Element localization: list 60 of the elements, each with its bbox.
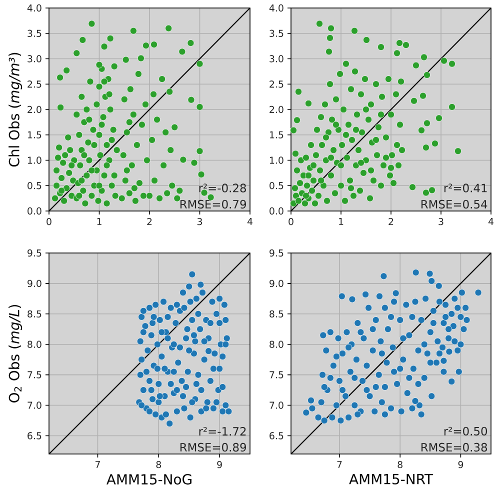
x-tick-label: 8	[398, 461, 402, 468]
x-tick-label: 4	[488, 218, 494, 225]
annotation: RMSE=0.38	[421, 442, 488, 452]
annotation: RMSE=0.79	[180, 200, 246, 209]
y-tick-label: 6.5	[270, 432, 284, 440]
y-tick-label: 3.0	[28, 55, 42, 62]
x-tick-label: 9	[217, 461, 222, 468]
y-tick-label: 3.0	[270, 55, 284, 62]
x-tick-label: 1	[339, 218, 344, 225]
y-tick-label: 0.5	[28, 182, 42, 190]
y-tick-label: 7.5	[270, 371, 284, 378]
y-tick-label: 1.5	[28, 131, 42, 138]
y-tick-label: 0.0	[28, 207, 42, 215]
y-tick-label: 9.0	[28, 280, 42, 288]
x-tick-label: 8	[156, 461, 161, 468]
y-axis-title: O$_{2}$ Obs (mg/L)	[8, 304, 22, 402]
y-tick-label: 1.0	[28, 156, 42, 164]
x-tick-label: 3	[438, 218, 444, 226]
x-tick-label: 3	[197, 218, 202, 226]
x-tick-label: 1	[97, 218, 102, 225]
y-tick-label: 7.0	[28, 402, 42, 409]
annotation: RMSE=0.54	[421, 200, 488, 209]
y-tick-label: 6.5	[28, 432, 42, 440]
y-tick-label: 0.0	[270, 207, 284, 215]
x-tick-label: 2	[388, 218, 394, 226]
annotation: r²=0.50	[444, 426, 488, 436]
y-tick-label: 9.5	[28, 249, 42, 257]
y-tick-label: 8.5	[270, 310, 284, 318]
x-tick-label: 4	[247, 218, 252, 225]
y-tick-label: 1.5	[270, 131, 284, 138]
y-tick-label: 8.0	[270, 340, 284, 348]
y-tick-label: 2.5	[28, 80, 42, 88]
y-tick-label: 4.0	[269, 4, 284, 12]
y-tick-label: 2.5	[270, 80, 284, 88]
y-tick-label: 4.0	[27, 4, 42, 12]
y-tick-label: 9.0	[270, 280, 284, 288]
x-tick-label: 7	[337, 461, 342, 468]
y-tick-label: 1.0	[270, 156, 284, 164]
y-tick-label: 3.5	[270, 30, 284, 37]
y-tick-label: 3.5	[28, 30, 42, 37]
y-tick-label: 8.0	[28, 340, 42, 348]
annotation: RMSE=0.89	[180, 442, 246, 452]
x-axis-title: AMM15-NoG	[106, 474, 192, 485]
y-tick-label: 9.5	[270, 249, 284, 257]
x-tick-label: 9	[458, 461, 464, 468]
y-tick-label: 0.5	[270, 182, 284, 190]
annotation: r²=-0.28	[199, 184, 246, 192]
x-tick-label: 2	[147, 218, 152, 226]
x-axis-title: AMM15-NRT	[349, 474, 434, 484]
annotation: r²=-1.72	[199, 427, 246, 436]
y-axis-title: Chl Obs (mg/m³)	[8, 52, 22, 167]
annotation: r²=0.41	[444, 184, 487, 192]
y-tick-label: 2.0	[270, 106, 284, 114]
x-tick-label: 7	[96, 461, 100, 468]
y-tick-label: 8.5	[28, 310, 42, 318]
x-tick-label: 0	[288, 218, 294, 226]
y-tick-label: 7.5	[28, 371, 42, 378]
x-tick-label: 0	[46, 218, 52, 226]
y-tick-label: 2.0	[28, 106, 42, 114]
y-tick-label: 7.0	[270, 402, 284, 409]
